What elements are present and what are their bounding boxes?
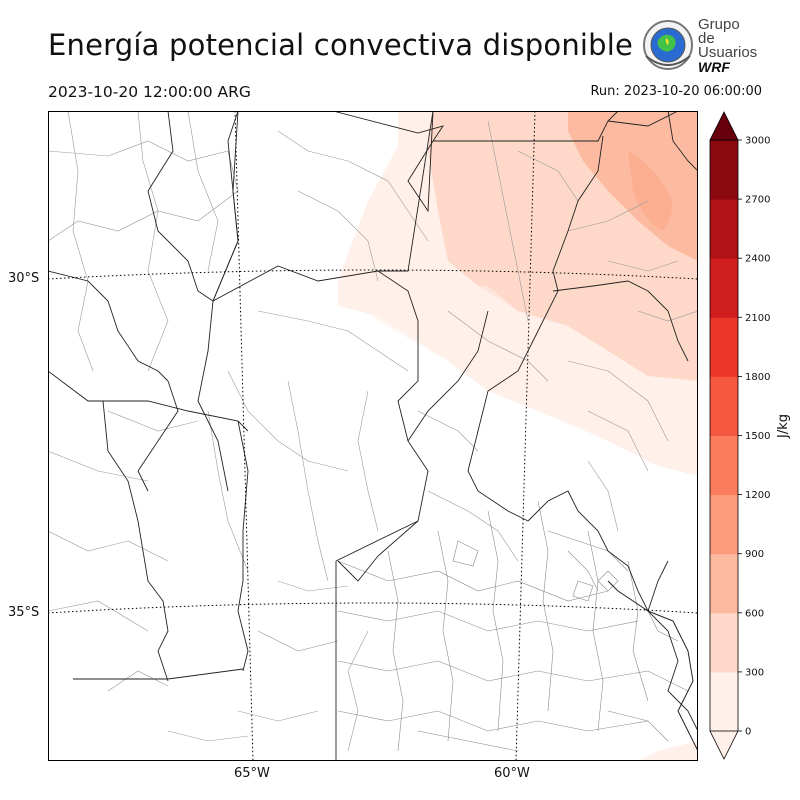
lon-label-60w: 60°W [494, 766, 530, 781]
parallel-30s [48, 269, 698, 280]
globe-emblem-icon [643, 20, 693, 70]
meridian-60w [515, 111, 536, 761]
colorbar-tick-label: 2400 [745, 254, 770, 265]
lon-label-65w: 65°W [234, 766, 270, 781]
colorbar-ticks: 0 300 600 900 1200 1500 1800 2100 2400 2700 3000 [738, 136, 770, 738]
logo-text: Grupo de Usuarios WRF [698, 16, 760, 75]
county-boundaries [48, 111, 698, 752]
colorbar: 0 300 600 900 1200 1500 1800 2100 2400 2700 3000 [709, 111, 770, 760]
colorbar-tick-label: 1200 [745, 490, 770, 501]
run-time: Run: 2023-10-20 06:00:00 [590, 84, 762, 99]
colorbar-extend-high [709, 111, 739, 141]
buenos-aires-partidos [337, 500, 689, 752]
lat-label-30s: 30°S [8, 271, 40, 286]
colorbar-tick-label: 300 [745, 667, 764, 678]
colorbar-tick-label: 600 [745, 608, 764, 619]
valid-time: 2023-10-20 12:00:00 ARG [48, 83, 251, 101]
graticule [48, 111, 698, 761]
colorbar-band [710, 494, 738, 555]
colorbar-bands [709, 111, 739, 760]
colorbar-tick-label: 2700 [745, 195, 770, 206]
lat-label-35s: 35°S [8, 605, 40, 620]
colorbar-unit-label: J/kg [776, 414, 791, 438]
colorbar-tick-label: 3000 [745, 136, 770, 147]
meridian-65w [234, 111, 254, 761]
map-frame [48, 111, 698, 761]
colorbar-band [710, 376, 738, 436]
colorbar-tick-label: 900 [745, 549, 764, 560]
coastline [607, 580, 698, 752]
colorbar-band [710, 612, 738, 673]
colorbar-band [710, 435, 738, 496]
cape-map [48, 111, 698, 761]
colorbar-band [710, 317, 738, 377]
logo-line-3: WRF [698, 59, 730, 75]
colorbar-band [710, 258, 738, 318]
province-boundaries [48, 111, 698, 761]
wrf-group-logo: Grupo de Usuarios WRF [640, 16, 760, 75]
cape-shading [338, 111, 698, 761]
parallel-35s [48, 602, 698, 614]
logo-line-2: Usuarios [698, 44, 758, 61]
colorbar-tick-label: 2100 [745, 313, 770, 324]
colorbar-band [710, 140, 738, 200]
colorbar-tick-label: 1500 [745, 431, 770, 442]
colorbar-tick-label: 1800 [745, 372, 770, 383]
colorbar-band [710, 671, 738, 732]
colorbar-tick-label: 0 [745, 727, 751, 738]
colorbar-band [710, 199, 738, 259]
colorbar-band [710, 553, 738, 614]
colorbar-extend-low [709, 730, 739, 760]
map-title: Energía potencial convectiva disponible [48, 28, 634, 62]
logo-line-1: Grupo de [698, 16, 740, 47]
